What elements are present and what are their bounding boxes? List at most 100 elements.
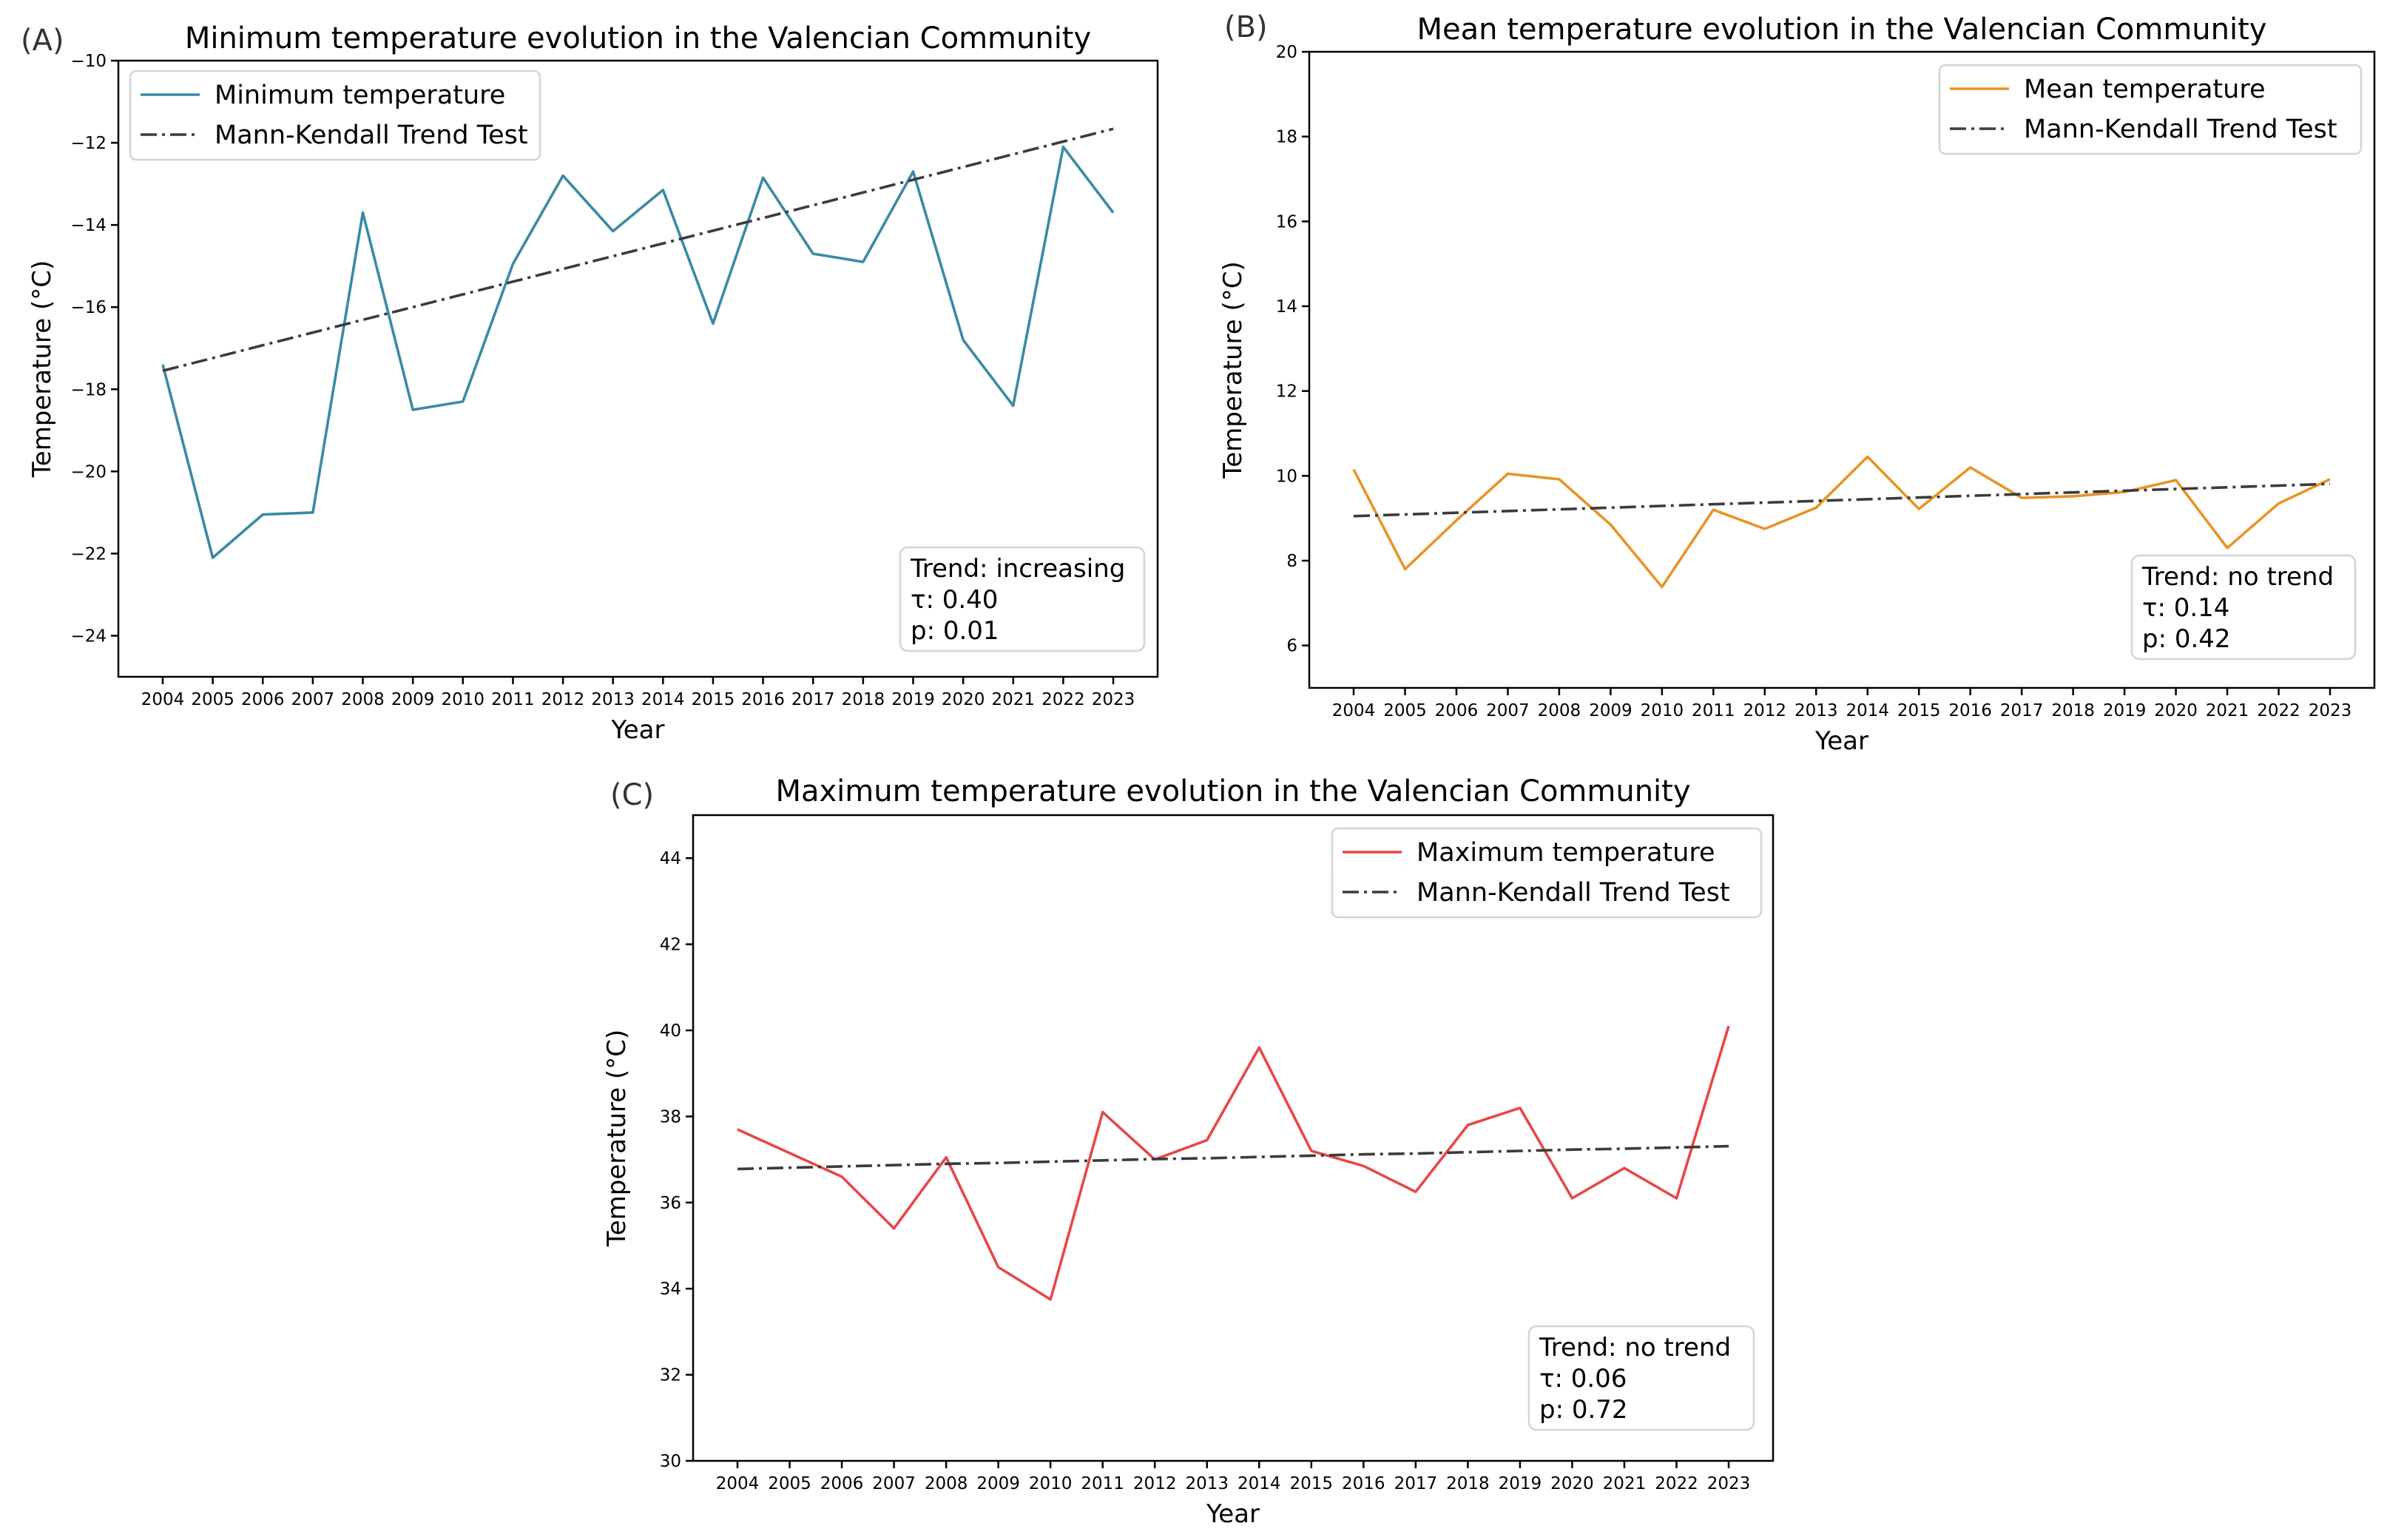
tau-value: τ: 0.14	[2142, 593, 2229, 623]
panel-label: (A)	[21, 24, 64, 58]
legend-box	[129, 70, 541, 161]
x-tick-label: 2015	[1897, 701, 1941, 720]
x-tick-label: 2004	[141, 690, 185, 709]
x-tick-label: 2023	[1092, 690, 1135, 709]
legend-box	[1938, 64, 2363, 155]
y-tick-label: −18	[70, 380, 107, 399]
x-tick-label: 2021	[1603, 1474, 1647, 1493]
x-tick-label: 2010	[1641, 701, 1684, 720]
p-value: p: 0.01	[911, 616, 999, 646]
legend-label: Mean temperature	[2024, 75, 2265, 104]
x-tick-label: 2015	[692, 690, 735, 709]
stats-box-frame	[1527, 1325, 1755, 1431]
y-tick-label: 6	[1286, 637, 1297, 656]
panel-label: (B)	[1224, 10, 1268, 44]
x-tick-label: 2006	[241, 690, 285, 709]
x-tick-label: 2021	[991, 690, 1035, 709]
x-tick-label: 2014	[1238, 1474, 1281, 1493]
x-tick-label: 2021	[2206, 701, 2249, 720]
legend-label: Mann-Kendall Trend Test	[215, 121, 528, 150]
plot-frame	[1308, 50, 2376, 689]
x-tick-label: 2005	[1383, 701, 1427, 720]
x-tick-label: 2020	[942, 690, 985, 709]
y-tick-label: 40	[660, 1021, 681, 1041]
legend-box	[1331, 827, 1763, 919]
minimum-temperature-chart: (A) Minimum temperature evolution in the …	[21, 21, 1159, 745]
maximum-temperature-chart: (C) Maximum temperature evolution in the …	[602, 774, 1775, 1529]
x-tick-label: 2008	[341, 690, 385, 709]
series-line	[737, 1025, 1730, 1301]
x-tick-label: 2007	[291, 690, 335, 709]
x-tick-label: 2017	[791, 690, 835, 709]
x-axis-label: Year	[1814, 726, 1868, 756]
x-tick-label: 2004	[1332, 701, 1376, 720]
series-line	[161, 145, 1115, 559]
x-tick-label: 2010	[1029, 1474, 1073, 1493]
y-tick-label: 18	[1276, 128, 1297, 147]
legend-label: Mann-Kendall Trend Test	[1417, 878, 1730, 908]
legend-label: Minimum temperature	[215, 81, 505, 110]
x-tick-label: 2005	[768, 1474, 811, 1493]
x-tick-label: 2009	[976, 1474, 1020, 1493]
y-tick-label: −22	[70, 544, 107, 564]
trend-result: Trend: increasing	[910, 554, 1125, 584]
x-tick-label: 2014	[1846, 701, 1889, 720]
y-tick-label: 44	[660, 849, 681, 868]
x-tick-label: 2017	[2000, 701, 2044, 720]
stats-box-frame	[899, 546, 1146, 652]
y-tick-label: 14	[1276, 297, 1297, 317]
y-tick-label: −20	[70, 462, 107, 482]
stats-box-frame	[2130, 554, 2357, 661]
trend-line	[162, 127, 1114, 373]
x-tick-label: 2022	[2257, 701, 2300, 720]
p-value: p: 0.72	[1539, 1395, 1628, 1425]
y-axis-label: Temperature (°C)	[602, 1030, 632, 1247]
x-tick-label: 2020	[1550, 1474, 1594, 1493]
x-tick-label: 2007	[872, 1474, 916, 1493]
y-tick-label: 38	[660, 1107, 681, 1127]
tau-value: τ: 0.06	[1539, 1364, 1627, 1394]
y-tick-label: 16	[1276, 212, 1297, 232]
x-tick-label: 2012	[1133, 1474, 1177, 1493]
x-tick-label: 2019	[2103, 701, 2147, 720]
x-tick-label: 2022	[1041, 690, 1085, 709]
x-tick-label: 2009	[391, 690, 435, 709]
x-tick-label: 2022	[1655, 1474, 1698, 1493]
x-tick-label: 2023	[2309, 701, 2352, 720]
x-tick-label: 2015	[1290, 1474, 1334, 1493]
trend-result: Trend: no trend	[1539, 1333, 1731, 1362]
x-tick-label: 2016	[1948, 701, 1992, 720]
y-axis-label: Temperature (°C)	[27, 260, 57, 478]
x-tick-label: 2013	[591, 690, 635, 709]
x-axis-label: Year	[611, 715, 665, 745]
y-tick-label: −12	[70, 134, 107, 153]
y-tick-label: 34	[660, 1280, 681, 1299]
x-tick-label: 2011	[491, 690, 535, 709]
panel-label: (C)	[610, 778, 654, 812]
x-tick-label: 2020	[2154, 701, 2198, 720]
trend-line	[737, 1144, 1729, 1171]
chart-title: Minimum temperature evolution in the Val…	[185, 21, 1091, 55]
legend-label: Mann-Kendall Trend Test	[2024, 115, 2337, 144]
y-tick-label: −10	[70, 52, 107, 71]
x-tick-label: 2008	[925, 1474, 968, 1493]
series-line	[1352, 455, 2331, 589]
y-tick-label: 30	[660, 1452, 681, 1471]
x-tick-label: 2007	[1486, 701, 1530, 720]
chart-title: Mean temperature evolution in the Valenc…	[1417, 13, 2267, 47]
mean-temperature-chart: (B) Mean temperature evolution in the Val…	[1218, 10, 2376, 756]
x-tick-label: 2023	[1707, 1474, 1751, 1493]
x-tick-label: 2019	[891, 690, 935, 709]
legend: Maximum temperature Mann-Kendall Trend Te…	[1331, 827, 1763, 919]
x-tick-label: 2012	[1743, 701, 1787, 720]
x-tick-label: 2018	[2051, 701, 2095, 720]
y-tick-label: −14	[70, 216, 107, 235]
plot-frame	[117, 59, 1159, 678]
x-tick-label: 2006	[820, 1474, 864, 1493]
y-axis-label: Temperature (°C)	[1218, 261, 1248, 479]
y-tick-label: 12	[1276, 382, 1297, 402]
y-tick-label: −24	[70, 627, 107, 646]
y-tick-label: 10	[1276, 467, 1297, 486]
x-tick-label: 2008	[1538, 701, 1581, 720]
